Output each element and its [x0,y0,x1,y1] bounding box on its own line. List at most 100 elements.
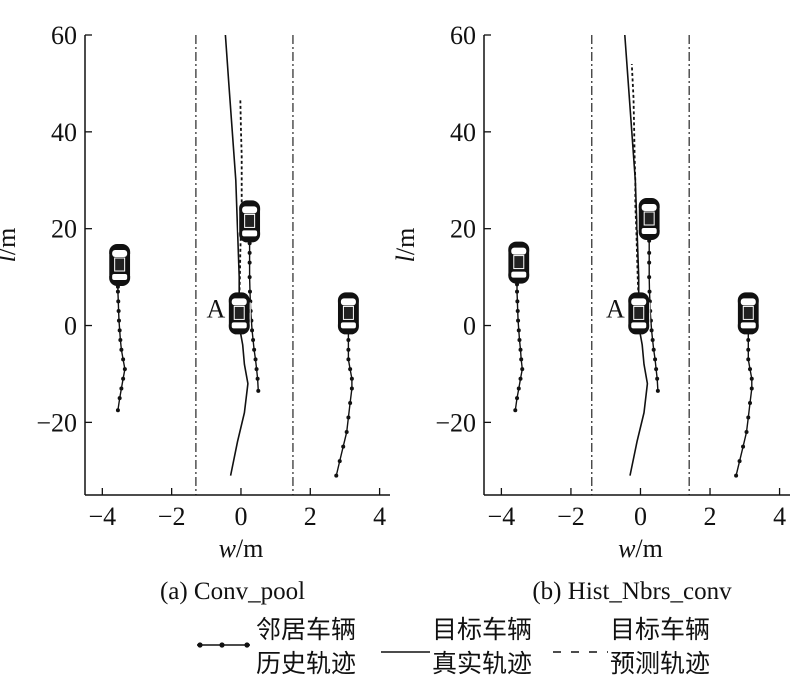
x-tick-label: −2 [158,502,186,531]
target-predicted-line [238,97,243,302]
neighbor-history-point [346,347,351,352]
legend-true-line2: 真实轨迹 [432,649,532,678]
neighbor-history-point [334,473,339,478]
target-label: A [606,294,625,323]
neighbor-history-point [517,338,522,343]
cars-b: A [507,198,760,335]
neighbor-history-point [116,299,121,304]
x-tick-label: −4 [88,502,116,531]
legend: 邻居车辆 历史轨迹 目标车辆 真实轨迹 目标车辆 预测轨迹 [197,615,710,678]
car-roof [513,255,525,270]
neighbor-car-icon [637,198,661,240]
y-tick-label: 60 [51,21,77,50]
neighbor-history-point [122,367,127,372]
neighbor-history-point [746,338,751,343]
neighbor-history-point [247,250,252,255]
legend-neighbor-swatch-dot [244,642,250,648]
x-tick-label: 2 [304,502,317,531]
neighbor-history-point [741,444,746,449]
neighbor-history-point [647,260,652,265]
neighbor-history-point [118,338,123,343]
neighbor-history-point [519,357,524,362]
car-rear-window [231,322,247,329]
neighbor-history-point [116,318,121,323]
neighbor-history-point [748,367,753,372]
y-tick-label: −20 [435,408,476,437]
neighbor-history-point [734,473,739,478]
target-true-line [224,34,249,476]
neighbor-history-point [255,376,260,381]
neighbor-history-point [348,401,353,405]
car-rear-window [340,322,356,329]
neighbor-history-point [119,386,124,391]
car-roof [643,211,655,226]
neighbor-history-point [121,376,126,381]
series-b [513,34,754,478]
caption-b: (b) Hist_Nbrs_conv [532,578,732,605]
neighbor-history-point [117,328,122,333]
car-windshield [641,204,657,211]
neighbor-history-point [346,338,351,343]
neighbor-history-point [252,347,257,352]
car-windshield [740,298,756,306]
neighbor-history-point [653,357,658,362]
legend-target-predicted: 目标车辆 预测轨迹 [553,615,710,678]
car-windshield [340,298,356,306]
car-rear-window [641,228,657,234]
neighbor-car-icon [336,292,360,335]
car-windshield [112,250,128,257]
neighbor-history-point [121,357,126,362]
car-rear-window [242,230,258,237]
legend-neighbor-line1: 邻居车辆 [256,615,356,644]
neighbor-history-point [117,396,122,401]
neighbor-car-icon [736,292,760,335]
y-tick-label: 60 [450,21,476,50]
legend-neighbor-swatch-dot [219,642,225,648]
neighbor-history-point [647,275,652,280]
target-label: A [206,294,225,323]
neighbor-history-point [651,347,656,352]
neighbor-history-point [119,347,124,352]
car-roof [114,257,126,272]
x-axis-label-a: w/m [219,534,264,563]
neighbor-history-point [116,309,121,313]
neighbor-history-point [748,401,753,405]
neighbor-history-point [647,289,652,294]
x-axis-label-b: w/m [618,534,663,563]
neighbor-history-point [749,376,754,381]
neighbor-history-point [746,415,751,420]
legend-neighbor-line2: 历史轨迹 [256,649,356,678]
legend-pred-line1: 目标车辆 [610,615,710,644]
car-roof [342,305,354,320]
neighbor-history-line [514,284,524,411]
neighbor-history-point [516,318,521,323]
neighbor-history-point [746,357,751,362]
y-tick-label: 40 [450,118,476,147]
neighbor-history-point [515,289,520,294]
neighbor-history-point [515,309,520,313]
neighbor-history-point [251,338,256,343]
neighbor-car-icon [108,244,132,286]
car-windshield [511,247,527,255]
car-rear-window [112,274,128,280]
neighbor-history-point [655,376,660,381]
neighbor-car-icon [507,241,531,284]
neighbor-history-point [515,396,520,401]
neighbor-history-point [516,386,521,391]
car-roof [742,305,754,320]
neighbor-history-point [749,386,754,391]
car-rear-window [631,322,647,329]
y-axis-label-b: l/m [391,228,420,263]
car-windshield [231,298,247,306]
x-tick-label: −2 [557,502,585,531]
x-tick-label: −4 [488,502,516,531]
neighbor-history-point [520,367,525,372]
y-axis-label-a: l/m [0,228,21,263]
y-tick-label: 20 [450,215,476,244]
y-tick-label: −20 [36,408,77,437]
caption-a: (a) Conv_pool [160,578,305,605]
lane-lines-a [195,35,294,495]
x-tick-label: 0 [634,502,647,531]
